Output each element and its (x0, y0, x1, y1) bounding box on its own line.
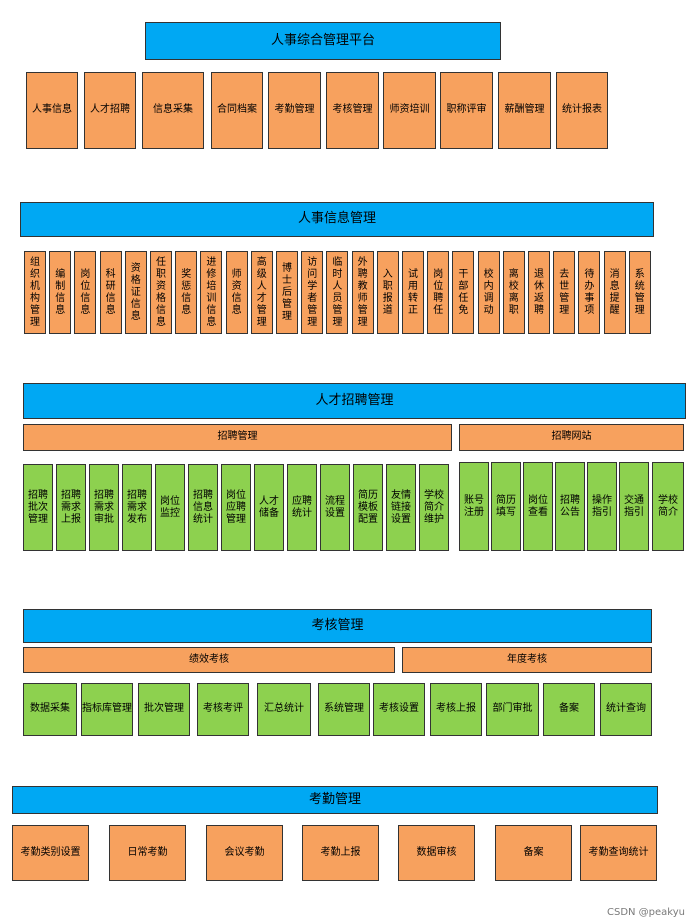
s3-right-item-2: 简历填写 (491, 462, 521, 551)
s2-item-7: 奖惩信息 (175, 251, 198, 334)
platform-title: 人事综合管理平台 (145, 22, 501, 60)
s1-item-9: 薪酬管理 (498, 72, 551, 149)
watermark: CSDN @peakyu (606, 907, 685, 918)
s4-item-11: 统计查询 (600, 683, 652, 736)
s2-item-2: 编制信息 (49, 251, 72, 334)
s1-item-1: 人事信息 (26, 72, 78, 149)
s3-right-item-6: 交通指引 (619, 462, 649, 551)
s3-left-item-5: 岗位监控 (155, 464, 185, 551)
s1-item-4: 合同档案 (211, 72, 263, 149)
s5-item-4: 考勤上报 (302, 825, 379, 881)
s5-item-7: 考勤查询统计 (580, 825, 657, 881)
s1-item-2: 人才招聘 (84, 72, 136, 149)
annual-bar: 年度考核 (402, 647, 652, 673)
s2-item-13: 临时人员管理 (326, 251, 349, 334)
s2-item-11: 博士后管理 (276, 251, 298, 334)
s3-left-item-8: 人才储备 (254, 464, 284, 551)
s2-item-6: 任职资格信息 (150, 251, 172, 334)
s3-right-item-1: 账号注册 (459, 462, 489, 551)
s4-item-3: 批次管理 (138, 683, 190, 736)
s2-item-1: 组织机构管理 (24, 251, 46, 334)
s5-item-5: 数据审核 (398, 825, 475, 881)
s2-item-24: 消息提醒 (603, 251, 626, 334)
s2-item-21: 退休返聘 (528, 251, 550, 334)
hr-info-title: 人事信息管理 (20, 202, 654, 237)
s2-item-8: 进修培训信息 (200, 251, 223, 334)
s1-item-5: 考勤管理 (268, 72, 321, 149)
s4-item-7: 考核设置 (373, 683, 425, 736)
s5-item-3: 会议考勤 (206, 825, 283, 881)
s5-item-1: 考勤类别设置 (12, 825, 89, 881)
s4-item-8: 考核上报 (430, 683, 482, 736)
s3-left-item-3: 招聘需求审批 (89, 464, 119, 551)
s3-right-item-4: 招聘公告 (555, 462, 585, 551)
s4-item-2: 指标库管理 (81, 683, 133, 736)
s2-item-3: 岗位信息 (74, 251, 97, 334)
s2-item-25: 系统管理 (628, 251, 651, 334)
s3-left-item-12: 友情链接设置 (386, 464, 416, 551)
s3-left-item-11: 简历模板配置 (353, 464, 383, 551)
s5-item-6: 备案 (495, 825, 572, 881)
s2-item-14: 外聘教师管理 (351, 251, 374, 334)
s1-item-8: 职称评审 (440, 72, 493, 149)
s1-item-10: 统计报表 (556, 72, 608, 149)
s2-item-5: 资格证信息 (124, 251, 147, 334)
performance-bar: 绩效考核 (23, 647, 395, 673)
s4-item-5: 汇总统计 (257, 683, 311, 736)
s5-item-2: 日常考勤 (109, 825, 186, 881)
s3-left-item-10: 流程设置 (320, 464, 350, 551)
s4-item-9: 部门审批 (486, 683, 539, 736)
s4-item-1: 数据采集 (23, 683, 77, 736)
recruit-site-bar: 招聘网站 (459, 424, 684, 451)
attendance-title: 考勤管理 (12, 786, 658, 814)
s2-item-17: 岗位聘任 (427, 251, 450, 334)
s3-left-item-13: 学校简介维护 (419, 464, 449, 551)
s4-item-6: 系统管理 (318, 683, 370, 736)
recruit-title: 人才招聘管理 (23, 383, 686, 419)
s3-left-item-6: 招聘信息统计 (188, 464, 218, 551)
s2-item-4: 科研信息 (99, 251, 122, 334)
s2-item-10: 高级人才管理 (250, 251, 273, 334)
s2-item-9: 师资信息 (225, 251, 248, 334)
s2-item-18: 干部任免 (452, 251, 475, 334)
recruit-manage-bar: 招聘管理 (23, 424, 452, 451)
s2-item-12: 访问学者管理 (301, 251, 324, 334)
s1-item-3: 信息采集 (142, 72, 204, 149)
s2-item-20: 离校离职 (502, 251, 525, 334)
s1-item-7: 师资培训 (383, 72, 436, 149)
s3-left-item-1: 招聘批次管理 (23, 464, 53, 551)
assessment-title: 考核管理 (23, 609, 652, 643)
s3-right-item-5: 操作指引 (587, 462, 617, 551)
s4-item-4: 考核考评 (197, 683, 249, 736)
s3-right-item-3: 岗位查看 (523, 462, 553, 551)
s2-item-19: 校内调动 (477, 251, 500, 334)
s3-left-item-4: 招聘需求发布 (122, 464, 152, 551)
s3-left-item-7: 岗位应聘管理 (221, 464, 251, 551)
s2-item-15: 入职报道 (376, 251, 399, 334)
s2-item-23: 待办事项 (578, 251, 601, 334)
s3-right-item-7: 学校简介 (652, 462, 684, 551)
s2-item-22: 去世管理 (553, 251, 576, 334)
s3-left-item-9: 应聘统计 (287, 464, 317, 551)
s1-item-6: 考核管理 (326, 72, 379, 149)
s2-item-16: 试用转正 (402, 251, 424, 334)
s4-item-10: 备案 (543, 683, 595, 736)
s3-left-item-2: 招聘需求上报 (56, 464, 86, 551)
